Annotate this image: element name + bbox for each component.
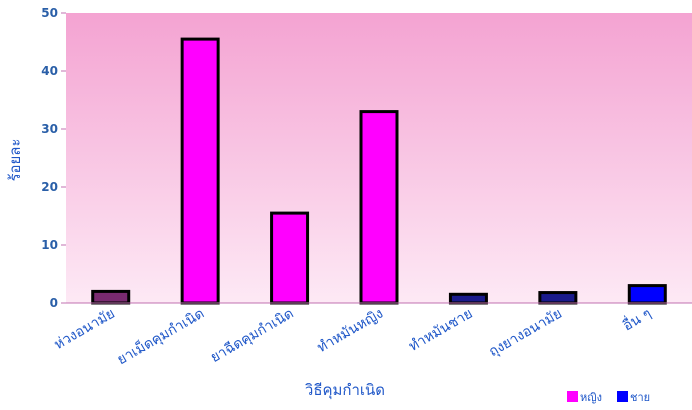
y-tick-label: 0 (50, 296, 58, 310)
y-axis-label: ร้อยละ (6, 138, 24, 181)
x-tick-label: ยาเม็ดคุมกำเนิด (114, 304, 207, 368)
bars (91, 37, 667, 305)
x-tick-label: ทำหมันหญิง (315, 306, 386, 356)
y-tick-label: 50 (41, 6, 58, 20)
x-tick-label: ห่วงอนามัย (52, 306, 118, 353)
y-tick-label: 30 (41, 122, 58, 136)
x-tick-label: อื่น ๆ (619, 304, 654, 335)
bar (180, 37, 220, 305)
y-tick-label: 20 (41, 180, 58, 194)
x-tick-label: ถุงยางอนามัย (486, 306, 565, 361)
y-tick-label: 10 (41, 238, 58, 252)
y-axis: 0 10 20 30 40 50 (41, 6, 66, 310)
legend-label-male: ชาย (630, 391, 650, 404)
x-axis-label: วิธีคุมกำเนิด (304, 381, 385, 400)
legend-swatch-female (567, 391, 578, 402)
legend-swatch-male (617, 391, 628, 402)
bar (627, 284, 667, 305)
bar (359, 110, 399, 305)
bar (91, 289, 131, 305)
x-tick-label: ทำหมันชาย (406, 306, 475, 355)
bar (448, 292, 488, 305)
legend-label-female: หญิง (580, 391, 602, 404)
x-tick-label: ยาฉีดคุมกำเนิด (208, 306, 297, 366)
bar (538, 291, 578, 305)
y-tick-label: 40 (41, 64, 58, 78)
legend: หญิง ชาย (567, 391, 650, 404)
bar (270, 211, 310, 305)
